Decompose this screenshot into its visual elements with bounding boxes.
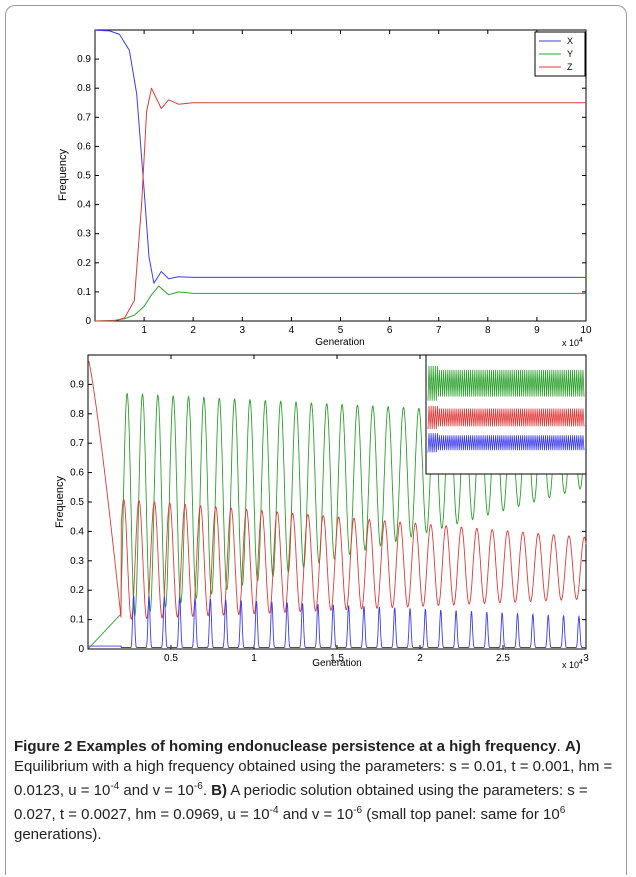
chart-b-xtick-label: 3 [583,653,589,664]
caption-after-label: . [556,738,565,755]
chart-b-xtick-label: 1 [251,653,257,664]
chart-a-ytick-label: 0 [85,316,91,327]
caption-part-a-and: and v = 10 [119,782,194,799]
chart-b-ylabel: Frequency [54,476,66,528]
chart-a-legend-label-z: Z [567,62,573,72]
caption-part-a-exp1: -4 [110,781,120,792]
chart-a-ytick-label: 0.6 [77,141,91,152]
chart-a-xtick-label: 5 [338,325,344,336]
chart-b-xtick-label: 2 [417,653,423,664]
chart-b-ytick-label: 0 [78,644,84,655]
chart-b-series-y [88,392,587,649]
figure-caption: Figure 2 Examples of homing endonuclease… [14,737,622,845]
chart-a-ytick-label: 0.2 [77,258,91,269]
chart-a-xtick-label: 7 [436,325,442,336]
chart-b-ytick-label: 0.1 [70,615,84,626]
chart-a-series-x [94,29,586,284]
caption-part-b-exp3: 6 [559,805,566,816]
caption-part-b-and: and v = 10 [278,806,354,823]
chart-a-xtick-label: 3 [240,325,246,336]
chart-b-ytick-label: 0.8 [70,409,84,420]
caption-part-b-exp2: -6 [353,805,363,816]
chart-b-ytick-label: 0.7 [70,438,84,449]
caption-part-a-text: Equilibrium with a high frequency obtain… [14,758,613,799]
chart-b-inset-series-z [427,405,585,430]
chart-a-ytick-label: 0.4 [77,200,91,211]
chart-a-xtick-label: 2 [190,325,196,336]
chart-a-xtick-label: 4 [289,325,295,336]
chart-b-ytick-label: 0.6 [70,468,84,479]
chart-b-series-z [88,360,587,620]
chart-a-ytick-label: 0.3 [77,229,91,240]
chart-a-xtick-label: 8 [485,325,491,336]
chart-a-ytick-label: 0.8 [77,83,91,94]
caption-part-b-label: B) [211,782,227,799]
caption-part-a-end: . [202,782,212,799]
chart-b-ytick-label: 0.2 [70,585,84,596]
caption-part-b-text: A periodic solution obtained using the p… [14,782,588,823]
chart-b-inset-series-y [427,365,585,401]
chart-a: 1 2 3 4 5 6 7 8 9 1000.10.20.30.40.50.60.70.80.9 … [57,29,592,348]
figure-frame [5,5,627,875]
chart-a-ytick-label: 0.1 [77,287,91,298]
chart-a-legend-label-x: X [567,36,573,46]
chart-b-xtick-label: 1.5 [330,653,344,664]
chart-b-ytick-label: 0.5 [70,497,84,508]
chart-b: 0.5 1 1.5 2 2.5 3 0 0.1 0.2 0.3 0.4 0.5 0.6 0.7 0.8 0.9… [54,354,589,670]
chart-a-series-z [94,87,586,322]
caption-part-b-exp1: -4 [269,805,279,816]
chart-a-ylabel: Frequency [57,149,69,201]
chart-b-ytick-label: 0.3 [70,556,84,567]
chart-a-xtick-label: 1 [141,325,147,336]
caption-part-a-label: A) [565,738,581,755]
chart-b-series-x [88,595,586,648]
chart-a-ytick-label: 0.5 [77,171,91,182]
chart-a-xtick-label: 9 [534,325,540,336]
chart-b-ytick-label: 0.4 [70,526,84,537]
chart-a-x-multiplier: x 104 [562,337,583,348]
chart-a-xlabel: Generation [315,337,364,348]
chart-b-ytick-label: 0.9 [70,379,84,390]
chart-b-x-multiplier: x 104 [562,659,583,670]
chart-b-inset-series-x [427,433,585,453]
caption-part-a-exp2: -6 [193,781,203,792]
chart-a-ytick-label: 0.9 [77,54,91,65]
chart-b-xtick-label: 0.5 [164,653,178,664]
chart-b-xlabel: Generation [312,658,361,669]
caption-figure-label: Figure 2 Examples of homing endonuclease… [14,738,557,755]
chart-a-legend-label-y: Y [567,49,573,59]
chart-a-xtick-label: 10 [580,325,592,336]
chart-b-xtick-label: 2.5 [496,653,510,664]
chart-a-xtick-label: 6 [387,325,393,336]
caption-part-b-paren: (small top panel: same for 10 [362,806,560,823]
caption-part-b-end: generations). [14,826,102,843]
chart-a-ytick-label: 0.7 [77,112,91,123]
